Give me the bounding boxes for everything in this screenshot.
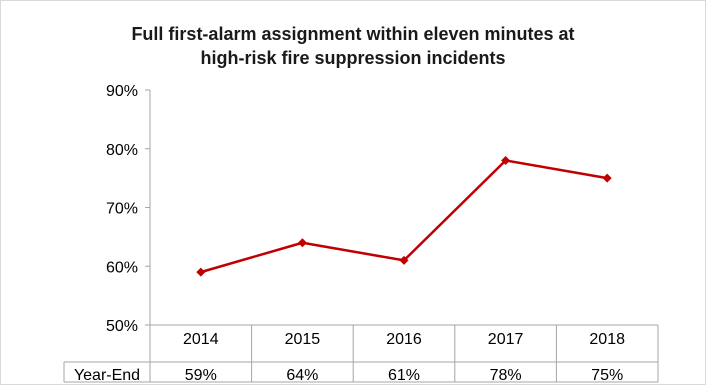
data-point-marker bbox=[501, 156, 511, 165]
data-table: 2014 2015 2016 2017 2018 Year-End 59% 64% 61% 78%… bbox=[63, 324, 659, 384]
table-series-label: Year-End bbox=[74, 367, 140, 384]
table-value-cell: 64% bbox=[286, 367, 318, 384]
table-value-cell: 59% bbox=[185, 367, 217, 384]
data-point-marker bbox=[297, 238, 307, 248]
data-point-marker bbox=[602, 173, 612, 183]
x-category-label: 2016 bbox=[386, 331, 422, 348]
chart-title: Full first-alarm assignment within eleve… bbox=[0, 22, 706, 70]
x-category-label: 2018 bbox=[589, 331, 625, 348]
series-year-end bbox=[196, 156, 612, 277]
data-point-marker bbox=[399, 255, 409, 265]
table-value-cell: 75% bbox=[591, 367, 623, 384]
chart-title-line-1: Full first-alarm assignment within eleve… bbox=[131, 24, 575, 44]
series-line bbox=[200, 159, 608, 274]
x-category-label: 2014 bbox=[183, 331, 219, 348]
table-value-cell: 61% bbox=[388, 367, 420, 384]
y-tick-label: 60% bbox=[106, 259, 138, 276]
data-point-marker bbox=[196, 267, 206, 277]
y-tick-label: 70% bbox=[106, 201, 138, 218]
x-category-label: 2015 bbox=[285, 331, 321, 348]
table-value-cell: 78% bbox=[490, 367, 522, 384]
y-tick-label: 50% bbox=[106, 318, 138, 335]
y-tick-label: 90% bbox=[106, 83, 138, 100]
chart-title-line-2: high-risk fire suppression incidents bbox=[200, 48, 506, 68]
x-category-label: 2017 bbox=[488, 331, 524, 348]
y-axis: 50% 60% 70% 80% 90% bbox=[106, 83, 151, 335]
y-tick-label: 80% bbox=[106, 142, 138, 159]
